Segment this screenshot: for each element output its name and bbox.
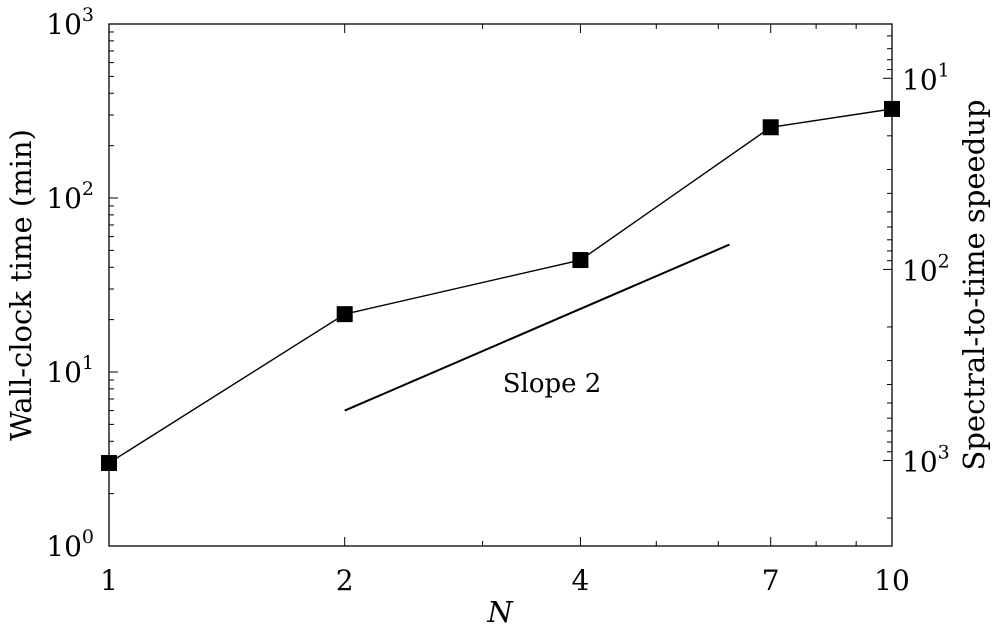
y2-tick-labels: 101 102 103	[902, 59, 950, 478]
x-tick-labels: 1 2 4 7 10	[100, 564, 910, 597]
data-point-marker	[884, 100, 900, 117]
slope-annotation: Slope 2	[503, 369, 602, 399]
slope-reference-line	[344, 243, 730, 412]
data-point-marker	[336, 306, 353, 323]
minor-ticks	[109, 24, 892, 546]
data-point-marker	[762, 119, 779, 136]
y2-axis-title: Spectral-to-time speedup	[957, 99, 991, 470]
y-tick-label: 100	[46, 526, 94, 563]
x-tick-label: 7	[762, 564, 780, 597]
y-tick-label: 101	[46, 352, 94, 389]
y2-tick-label: 103	[902, 442, 950, 479]
data-point-marker	[101, 454, 117, 471]
major-ticks	[108, 23, 893, 547]
y-tick-labels: 100 101 102 103	[46, 4, 94, 563]
x-tick-label: 1	[100, 564, 118, 597]
x-axis-title: N	[486, 595, 514, 629]
y-tick-label: 102	[46, 178, 94, 215]
y-axis-title: Wall-clock time (min)	[4, 129, 38, 441]
y-tick-label: 103	[46, 4, 94, 41]
y2-tick-label: 102	[902, 250, 950, 287]
data-point-marker	[572, 252, 589, 269]
y2-tick-label: 101	[902, 59, 950, 96]
x-tick-label: 4	[571, 564, 589, 597]
x-tick-label: 2	[336, 564, 354, 597]
series-markers	[101, 100, 900, 471]
x-tick-label: 10	[874, 564, 910, 597]
plot-frame	[108, 23, 893, 547]
series-line	[108, 108, 893, 464]
